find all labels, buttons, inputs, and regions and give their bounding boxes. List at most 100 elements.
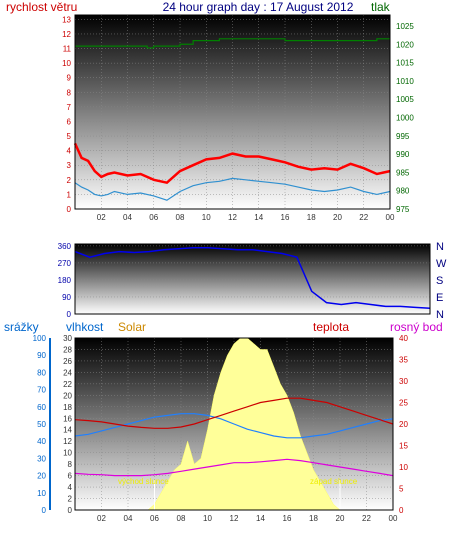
x-tick-label: 06 xyxy=(150,514,159,523)
temp-panel-frame xyxy=(74,337,394,511)
temp-panel-series: východ slunce západ slunce xyxy=(74,337,394,511)
x-tick-label: 04 xyxy=(123,213,132,222)
x-tick-label: 10 xyxy=(203,514,212,523)
wind-panel-frame xyxy=(74,14,391,210)
wind-speed-tick-label: 2 xyxy=(67,176,72,185)
solar-tick-label: 18 xyxy=(63,403,72,412)
temperature-axis-title: teplota xyxy=(313,320,349,334)
rain-tick-label: 20 xyxy=(37,472,46,481)
wind-speed-tick-label: 0 xyxy=(67,205,72,214)
solar-tick-label: 10 xyxy=(63,449,72,458)
wind-speed-tick-label: 11 xyxy=(63,45,72,54)
solar-axis-title: Solar xyxy=(118,320,146,334)
rain-tick-label: 0 xyxy=(42,506,47,515)
pressure-tick-label: 980 xyxy=(396,187,410,196)
temperature-tick-label: 15 xyxy=(399,442,408,451)
solar-tick-label: 8 xyxy=(68,460,73,469)
temp-panel-axes: 02 04 06 08 10 12 14 16 18 20 22 000246810121416182… xyxy=(33,334,409,523)
temperature-tick-label: 25 xyxy=(399,399,408,408)
compass-tick-label: S xyxy=(436,275,443,287)
x-tick-label: 12 xyxy=(230,514,239,523)
direction-tick-label: 0 xyxy=(67,310,72,319)
wind-speed-tick-label: 4 xyxy=(67,147,72,156)
chart-title: 24 hour graph day : 17 August 2012 xyxy=(163,0,354,14)
pressure-tick-label: 1000 xyxy=(396,113,414,122)
pressure-tick-label: 985 xyxy=(396,168,410,177)
pressure-axis-title: tlak xyxy=(371,0,391,14)
wind-speed-tick-label: 5 xyxy=(67,132,72,141)
x-tick-label: 20 xyxy=(333,213,342,222)
pressure-tick-label: 1010 xyxy=(396,77,414,86)
wind-speed-tick-label: 6 xyxy=(67,117,72,126)
dew-point-axis-title: rosný bod xyxy=(390,320,443,334)
pressure-tick-label: 995 xyxy=(396,132,410,141)
solar-tick-label: 28 xyxy=(63,345,72,354)
humidity-axis-title: vlhkost xyxy=(66,320,104,334)
temperature-tick-label: 40 xyxy=(399,334,408,343)
rain-tick-label: 70 xyxy=(37,386,46,395)
solar-tick-label: 20 xyxy=(63,391,72,400)
direction-tick-label: 270 xyxy=(58,259,72,268)
solar-tick-label: 12 xyxy=(63,437,72,446)
pressure-line xyxy=(75,38,390,49)
x-tick-label: 16 xyxy=(283,514,292,523)
solar-tick-label: 16 xyxy=(63,414,72,423)
pressure-tick-label: 975 xyxy=(396,205,410,214)
solar-tick-label: 4 xyxy=(68,483,73,492)
rain-tick-label: 60 xyxy=(37,403,46,412)
rain-tick-label: 100 xyxy=(33,334,47,343)
x-tick-label: 08 xyxy=(177,514,186,523)
temperature-tick-label: 10 xyxy=(399,463,408,472)
temperature-tick-label: 35 xyxy=(399,356,408,365)
x-tick-label: 18 xyxy=(307,213,316,222)
pressure-tick-label: 1020 xyxy=(396,40,414,49)
wind-speed-tick-label: 1 xyxy=(67,190,72,199)
direction-panel-frame xyxy=(74,243,431,315)
temperature-line xyxy=(74,397,394,429)
x-tick-label: 02 xyxy=(97,213,106,222)
wind-speed-tick-label: 7 xyxy=(67,103,72,112)
sunset-label: západ slunce xyxy=(310,477,358,486)
solar-tick-label: 0 xyxy=(68,506,73,515)
wind-speed-tick-label: 10 xyxy=(62,59,71,68)
gust-line xyxy=(73,142,391,185)
compass-tick-label: W xyxy=(436,258,447,270)
wind-speed-tick-label: 12 xyxy=(62,30,71,39)
temperature-tick-label: 0 xyxy=(399,506,404,515)
pressure-tick-label: 990 xyxy=(396,150,410,159)
compass-tick-label: E xyxy=(436,292,443,304)
direction-panel-axes: 0 N 90 E 180 S 270 W 360 N xyxy=(58,241,447,321)
solar-tick-label: 2 xyxy=(68,495,73,504)
rain-tick-label: 80 xyxy=(37,368,46,377)
x-tick-label: 02 xyxy=(97,514,106,523)
rain-tick-label: 50 xyxy=(37,420,46,429)
pressure-tick-label: 1015 xyxy=(396,59,414,68)
x-tick-label: 04 xyxy=(124,514,133,523)
rain-tick-label: 40 xyxy=(37,437,46,446)
direction-tick-label: 180 xyxy=(58,276,72,285)
x-tick-label: 22 xyxy=(359,213,368,222)
wind-panel-axes: 02 04 06 08 10 12 14 16 18 20 22 000123456789101112… xyxy=(62,14,414,222)
x-tick-label: 12 xyxy=(228,213,237,222)
direction-panel-series xyxy=(74,247,431,310)
solar-tick-label: 24 xyxy=(63,368,72,377)
wind-speed-tick-label: 8 xyxy=(67,88,72,97)
x-tick-label: 16 xyxy=(281,213,290,222)
x-tick-label: 06 xyxy=(149,213,158,222)
rain-tick-label: 10 xyxy=(37,489,46,498)
solar-tick-label: 6 xyxy=(68,472,73,481)
rain-tick-label: 30 xyxy=(37,454,46,463)
compass-tick-label: N xyxy=(436,309,444,321)
solar-tick-label: 14 xyxy=(63,426,72,435)
x-tick-label: 00 xyxy=(386,213,395,222)
x-tick-label: 00 xyxy=(389,514,398,523)
sunrise-label: východ slunce xyxy=(118,477,169,486)
wind-speed-axis-title: rychlost větru xyxy=(6,0,77,14)
wind-panel-series xyxy=(73,38,391,201)
x-tick-label: 10 xyxy=(202,213,211,222)
x-tick-label: 08 xyxy=(176,213,185,222)
x-tick-label: 14 xyxy=(256,514,265,523)
wind-line xyxy=(74,177,391,201)
temperature-tick-label: 5 xyxy=(399,485,404,494)
